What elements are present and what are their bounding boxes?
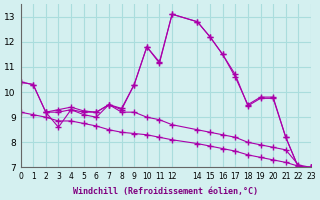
X-axis label: Windchill (Refroidissement éolien,°C): Windchill (Refroidissement éolien,°C) xyxy=(73,187,258,196)
